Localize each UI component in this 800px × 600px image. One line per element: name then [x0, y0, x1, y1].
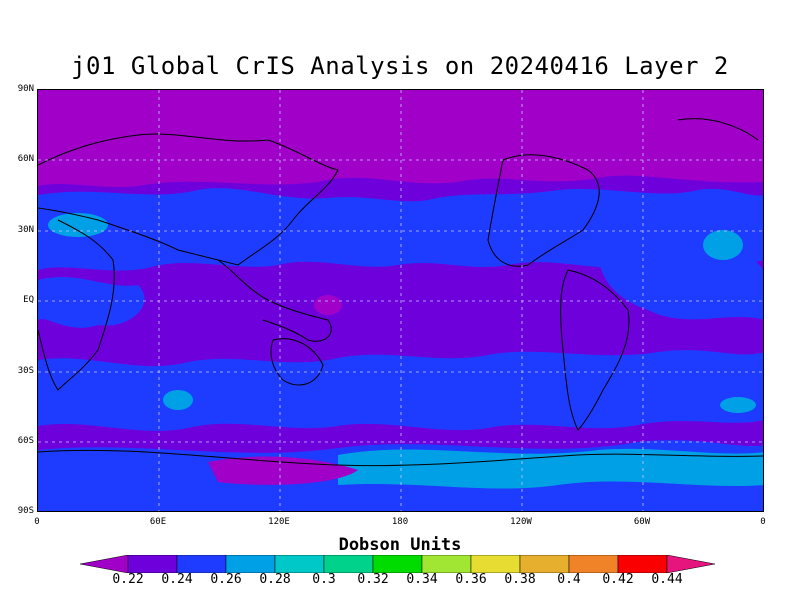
colorbar-segment [666, 555, 716, 573]
colorbar-segment [274, 555, 325, 573]
colorbar-label: 0.38 [504, 572, 536, 587]
lat-label: EQ [23, 295, 34, 305]
lon-label: 60W [633, 517, 651, 527]
lon-label: 0 [34, 517, 40, 527]
lat-label: 30S [17, 366, 34, 376]
atlantic-cyan-patch [703, 230, 743, 260]
colorbar-label: 0.28 [259, 572, 291, 587]
colorbar-segment [470, 555, 521, 573]
map-title: j01 Global CrIS Analysis on 20240416 Lay… [71, 52, 729, 80]
colorbar-segment [421, 555, 472, 573]
colorbar-label: 0.24 [161, 572, 193, 587]
africa-blue-patch [38, 277, 145, 328]
pacific-purple-patch [314, 295, 342, 315]
north-blue-belt [38, 188, 763, 271]
antarctic-cyan [338, 448, 763, 489]
coastlines [38, 118, 763, 467]
lon-label: 60E [149, 517, 167, 527]
indian-ocean-cyan-patch [163, 390, 193, 410]
graticule [38, 90, 763, 511]
colorbar-segment [176, 555, 227, 573]
ozone-map [37, 89, 764, 512]
colorbar-label: 0.26 [210, 572, 242, 587]
colorbar-segment [519, 555, 570, 573]
colorbar-label: 0.32 [357, 572, 389, 587]
mediterranean-cyan-patch [48, 213, 108, 237]
colorbar-segment [323, 555, 374, 573]
lon-label: 120E [268, 517, 290, 527]
lat-label: 90S [17, 506, 34, 516]
colorbar-segment [127, 555, 178, 573]
south-atlantic-cyan-patch [720, 397, 756, 413]
colorbar-label: 0.34 [406, 572, 438, 587]
colorbar-segment [372, 555, 423, 573]
antarctic-purple [208, 456, 358, 485]
colorbar-segment [80, 555, 129, 573]
south-blue-belt [38, 350, 763, 431]
colorbar-title: Dobson Units [338, 535, 462, 555]
arctic-region [38, 90, 763, 187]
colorbar [80, 555, 716, 573]
lat-label: 90N [17, 84, 34, 94]
colorbar-label: 0.3 [312, 572, 336, 587]
colorbar-label: 0.42 [602, 572, 634, 587]
colorbar-label: 0.36 [455, 572, 487, 587]
lon-label: 120W [510, 517, 532, 527]
lat-label: 60S [17, 436, 34, 446]
atlantic-blue-patch [598, 247, 763, 320]
colorbar-segment [225, 555, 276, 573]
colorbar-label: 0.44 [651, 572, 683, 587]
colorbar-segment [568, 555, 619, 573]
colorbar-label: 0.4 [557, 572, 581, 587]
lat-label: 30N [17, 225, 34, 235]
lon-label: 0 [760, 517, 766, 527]
colorbar-segment [617, 555, 668, 573]
lat-label: 60N [17, 154, 34, 164]
lon-label: 180 [391, 517, 409, 527]
colorbar-label: 0.22 [112, 572, 144, 587]
